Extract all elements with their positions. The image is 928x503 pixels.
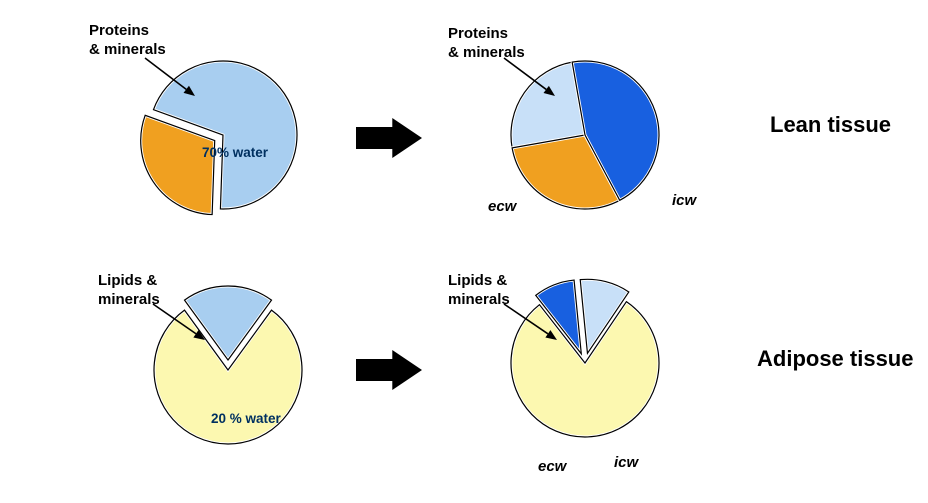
label-proteins-minerals-2: Proteins & minerals — [448, 25, 525, 63]
label-lipids-minerals-2: Lipids & minerals — [448, 272, 510, 310]
title-adipose-tissue: Adipose tissue — [757, 346, 913, 372]
label-icw-adipose: icw — [614, 454, 638, 473]
label-lipids-minerals-1: Lipids & minerals — [98, 272, 160, 310]
label-proteins-minerals-1: Proteins & minerals — [89, 22, 166, 60]
label-ecw-adipose: ecw — [538, 458, 566, 477]
label-70-water: 70% water — [202, 145, 268, 162]
title-lean-tissue: Lean tissue — [770, 112, 891, 138]
transition-arrow-top — [356, 118, 422, 158]
pie-adipose-right — [481, 259, 689, 467]
big-arrow-icon — [356, 350, 422, 390]
label-ecw-lean: ecw — [488, 198, 516, 217]
pie-slice-proteins_minerals — [141, 115, 215, 214]
label-icw-lean: icw — [672, 192, 696, 211]
big-arrow-icon — [356, 118, 422, 158]
transition-arrow-bottom — [356, 350, 422, 390]
label-20-water: 20 % water — [211, 411, 281, 428]
